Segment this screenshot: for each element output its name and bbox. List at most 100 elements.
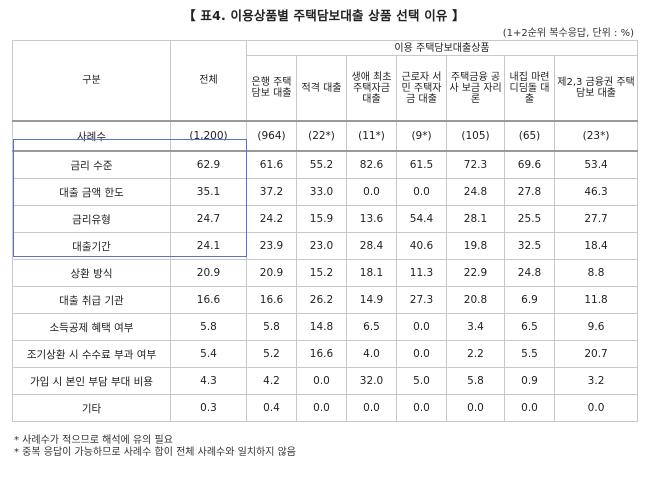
value-cell: 6.9 — [504, 286, 555, 314]
value-cell: 16.6 — [246, 286, 297, 314]
value-cell: 25.5 — [504, 205, 555, 233]
value-cell: 9.6 — [553, 313, 639, 341]
count-cell: (105) — [446, 120, 505, 152]
value-cell: 0.0 — [504, 394, 555, 422]
value-cell: 61.5 — [396, 150, 447, 179]
value-cell: 53.4 — [553, 150, 639, 179]
value-cell: 5.5 — [504, 340, 555, 368]
value-cell: 16.6 — [296, 340, 347, 368]
value-cell: 46.3 — [553, 178, 639, 206]
value-cell: 14.9 — [346, 286, 397, 314]
header-row-products: 은행 주택 담보 대출 적격 대출 생애 최초 주택자금 대출 근로자 서민 주… — [13, 55, 639, 122]
value-cell: 5.0 — [396, 367, 447, 395]
row-label: 대출기간 — [12, 232, 171, 260]
value-cell: 27.8 — [504, 178, 555, 206]
table-row: 조기상환 시 수수료 부과 여부 5.4 5.2 16.6 4.0 0.0 2.2 5.5 20… — [12, 340, 639, 368]
value-cell: 23.0 — [296, 232, 347, 260]
product-header: 은행 주택 담보 대출 — [246, 55, 297, 122]
value-cell: 20.9 — [170, 259, 247, 287]
value-cell: 15.9 — [296, 205, 347, 233]
product-header: 제2,3 금융권 주택담보 대출 — [553, 55, 639, 122]
value-cell: 32.5 — [504, 232, 555, 260]
value-cell: 0.0 — [553, 394, 639, 422]
table-row: 대출 금액 한도 35.1 37.2 33.0 0.0 0.0 24.8 27.8 46.3 — [12, 178, 639, 206]
value-cell: 14.8 — [296, 313, 347, 341]
data-rows: 금리 수준 62.9 61.6 55.2 82.6 61.5 72.3 69.6 53.4 대출 … — [12, 150, 639, 422]
value-cell: 2.2 — [446, 340, 505, 368]
count-cell: (65) — [504, 120, 555, 152]
footnote: * 중복 응답이 가능하므로 사례수 합이 전체 사례수와 일치하지 않음 — [14, 447, 297, 458]
product-header: 주택금융 공사 보금 자리론 — [446, 55, 505, 122]
row-label: 가입 시 본인 부담 부대 비용 — [12, 367, 171, 395]
header-row-top: 구분 전체 이용 주택담보대출상품 — [12, 40, 639, 122]
value-cell: 24.1 — [170, 232, 247, 260]
table-row: 금리 수준 62.9 61.6 55.2 82.6 61.5 72.3 69.6 53.4 — [12, 150, 639, 179]
count-cell: (1,200) — [170, 120, 247, 152]
value-cell: 16.6 — [170, 286, 247, 314]
value-cell: 0.3 — [170, 394, 247, 422]
row-label: 금리유형 — [12, 205, 171, 233]
value-cell: 0.0 — [396, 178, 447, 206]
value-cell: 24.2 — [246, 205, 297, 233]
value-cell: 0.0 — [296, 394, 347, 422]
value-cell: 15.2 — [296, 259, 347, 287]
product-header: 적격 대출 — [296, 55, 347, 122]
footnotes: * 사례수가 적으므로 해석에 유의 필요 * 중복 응답이 가능하므로 사례수… — [14, 435, 296, 459]
count-label: 사례수 — [12, 120, 171, 152]
value-cell: 4.2 — [246, 367, 297, 395]
value-cell: 4.3 — [170, 367, 247, 395]
product-header: 근로자 서민 주택자금 대출 — [396, 55, 447, 122]
count-cell: (23*) — [553, 120, 639, 152]
value-cell: 24.7 — [170, 205, 247, 233]
product-group-header: 이용 주택담보대출상품 — [245, 40, 639, 56]
value-cell: 23.9 — [246, 232, 297, 260]
value-cell: 20.7 — [553, 340, 639, 368]
row-label: 대출 금액 한도 — [12, 178, 171, 206]
row-label: 조기상환 시 수수료 부과 여부 — [12, 340, 171, 368]
unit-note: (1+2순위 복수응답, 단위 : %) — [502, 28, 634, 39]
table-row: 대출 취급 기관 16.6 16.6 26.2 14.9 27.3 20.8 6.9 11.8 — [12, 286, 639, 314]
row-label: 금리 수준 — [12, 150, 171, 179]
value-cell: 6.5 — [504, 313, 555, 341]
row-label: 기타 — [12, 394, 171, 422]
value-cell: 40.6 — [396, 232, 447, 260]
value-cell: 27.3 — [396, 286, 447, 314]
value-cell: 32.0 — [346, 367, 397, 395]
value-cell: 3.4 — [446, 313, 505, 341]
row-label: 소득공제 혜택 여부 — [12, 313, 171, 341]
footnote: * 사례수가 적으므로 해석에 유의 필요 — [14, 435, 173, 446]
value-cell: 5.2 — [246, 340, 297, 368]
value-cell: 11.8 — [553, 286, 639, 314]
value-cell: 69.6 — [504, 150, 555, 179]
value-cell: 22.9 — [446, 259, 505, 287]
value-cell: 28.4 — [346, 232, 397, 260]
row-label-header: 구분 — [12, 40, 171, 122]
value-cell: 37.2 — [246, 178, 297, 206]
value-cell: 55.2 — [296, 150, 347, 179]
table-row: 금리유형 24.7 24.2 15.9 13.6 54.4 28.1 25.5 27.7 — [12, 205, 639, 233]
value-cell: 13.6 — [346, 205, 397, 233]
value-cell: 0.0 — [396, 340, 447, 368]
table-row: 상환 방식 20.9 20.9 15.2 18.1 11.3 22.9 24.8 8.8 — [12, 259, 639, 287]
row-label: 대출 취급 기관 — [12, 286, 171, 314]
value-cell: 11.3 — [396, 259, 447, 287]
product-header: 내집 마련 디딤돌 대출 — [504, 55, 555, 122]
value-cell: 19.8 — [446, 232, 505, 260]
value-cell: 5.8 — [170, 313, 247, 341]
value-cell: 24.8 — [504, 259, 555, 287]
value-cell: 0.0 — [346, 394, 397, 422]
value-cell: 0.4 — [246, 394, 297, 422]
value-cell: 61.6 — [246, 150, 297, 179]
value-cell: 62.9 — [170, 150, 247, 179]
value-cell: 26.2 — [296, 286, 347, 314]
value-cell: 33.0 — [296, 178, 347, 206]
value-cell: 0.0 — [446, 394, 505, 422]
product-header: 생애 최초 주택자금 대출 — [346, 55, 397, 122]
count-cell: (9*) — [396, 120, 447, 152]
value-cell: 3.2 — [553, 367, 639, 395]
value-cell: 20.9 — [246, 259, 297, 287]
value-cell: 18.1 — [346, 259, 397, 287]
value-cell: 4.0 — [346, 340, 397, 368]
table-title: 【 표4. 이용상품별 주택담보대출 상품 선택 이유 】 — [183, 8, 465, 23]
value-cell: 5.8 — [446, 367, 505, 395]
